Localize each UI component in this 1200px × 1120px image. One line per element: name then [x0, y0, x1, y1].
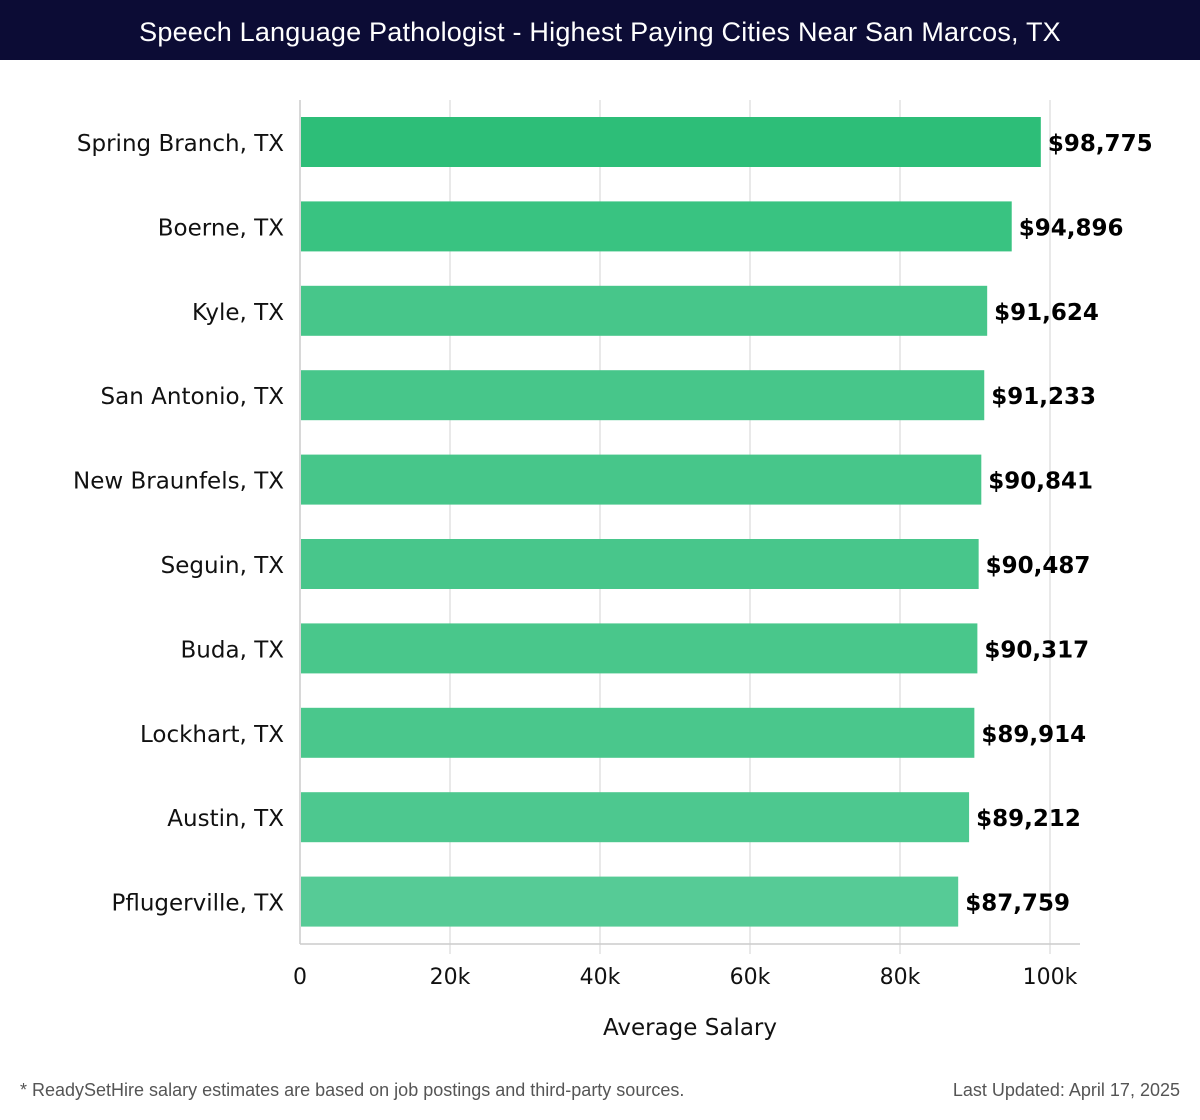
x-tick-label: 80k	[880, 965, 921, 990]
category-label: Pflugerville, TX	[112, 891, 285, 917]
x-axis-label: Average Salary	[603, 1015, 777, 1041]
bar	[301, 285, 988, 336]
category-label: Austin, TX	[167, 806, 284, 832]
x-tick-label: 40k	[580, 965, 621, 990]
data-label: $89,212	[976, 806, 1081, 832]
category-label: Spring Branch, TX	[77, 131, 284, 157]
x-tick-label: 0	[293, 965, 307, 990]
footnote: * ReadySetHire salary estimates are base…	[20, 1080, 685, 1100]
data-label: $91,624	[994, 300, 1099, 326]
bar	[301, 454, 982, 505]
bar	[301, 707, 975, 758]
data-label: $98,775	[1048, 131, 1153, 157]
category-label: Boerne, TX	[158, 215, 284, 241]
category-label: Seguin, TX	[161, 553, 285, 579]
last-updated: Last Updated: April 17, 2025	[952, 1080, 1180, 1100]
data-label: $89,914	[981, 722, 1086, 748]
category-label: Lockhart, TX	[140, 722, 284, 748]
bar	[301, 792, 970, 843]
data-label: $90,317	[984, 637, 1089, 663]
x-tick-label: 100k	[1023, 965, 1078, 990]
x-tick-label: 60k	[730, 965, 771, 990]
data-label: $91,233	[991, 384, 1096, 410]
category-label: New Braunfels, TX	[73, 469, 284, 495]
data-label: $90,487	[986, 553, 1091, 579]
x-tick-label: 20k	[430, 965, 471, 990]
bar	[301, 117, 1041, 167]
data-label: $87,759	[965, 891, 1070, 917]
chart-title: Speech Language Pathologist - Highest Pa…	[0, 0, 1200, 60]
bar	[301, 876, 959, 927]
bar-chart: 0 20k 40k 60k 80k 100k Spring Branch, TX $98,77…	[73, 100, 1153, 1041]
category-label: Buda, TX	[181, 637, 285, 663]
bar	[301, 623, 978, 674]
bar	[301, 539, 979, 589]
data-label: $90,841	[988, 469, 1093, 495]
data-label: $94,896	[1019, 215, 1124, 241]
bar	[301, 201, 1012, 252]
category-label: Kyle, TX	[192, 300, 284, 326]
category-label: San Antonio, TX	[101, 384, 285, 410]
bar	[301, 370, 985, 421]
